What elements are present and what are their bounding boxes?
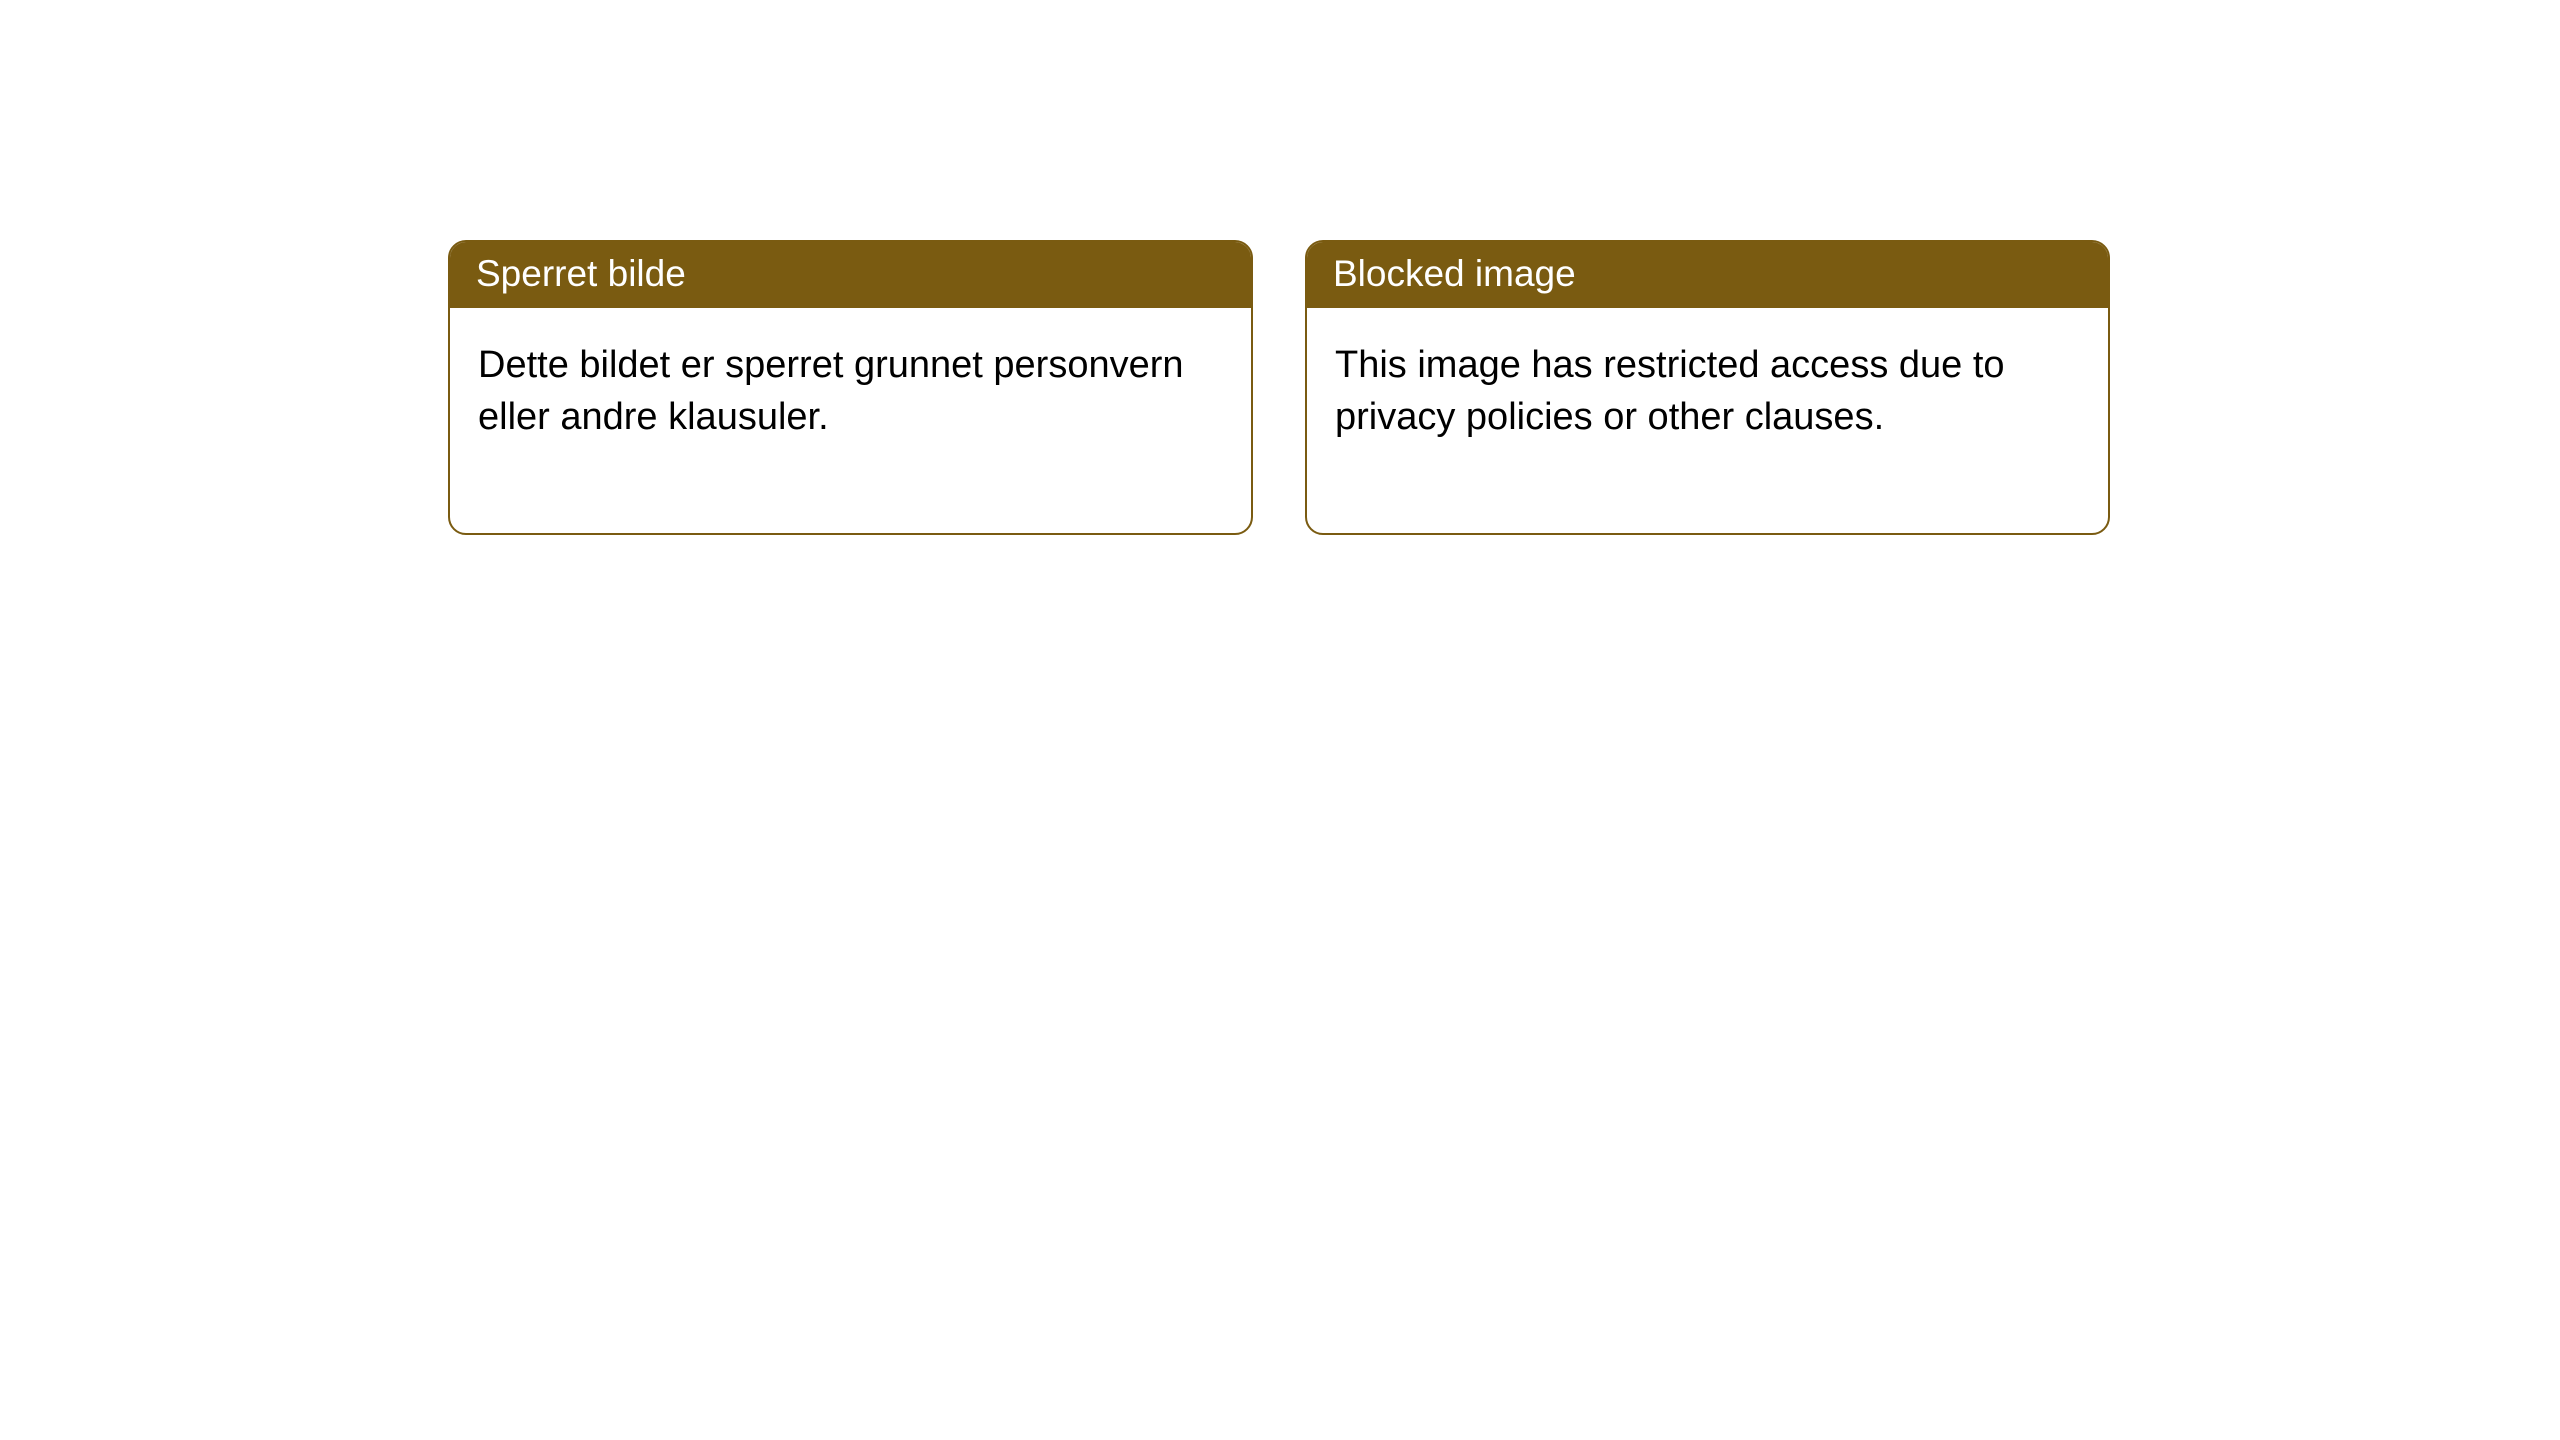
notice-title-english: Blocked image: [1307, 242, 2108, 308]
notice-card-english: Blocked image This image has restricted …: [1305, 240, 2110, 535]
notice-card-norwegian: Sperret bilde Dette bildet er sperret gr…: [448, 240, 1253, 535]
notice-title-norwegian: Sperret bilde: [450, 242, 1251, 308]
notice-body-english: This image has restricted access due to …: [1307, 308, 2108, 533]
notice-container: Sperret bilde Dette bildet er sperret gr…: [0, 0, 2560, 535]
notice-body-norwegian: Dette bildet er sperret grunnet personve…: [450, 308, 1251, 533]
